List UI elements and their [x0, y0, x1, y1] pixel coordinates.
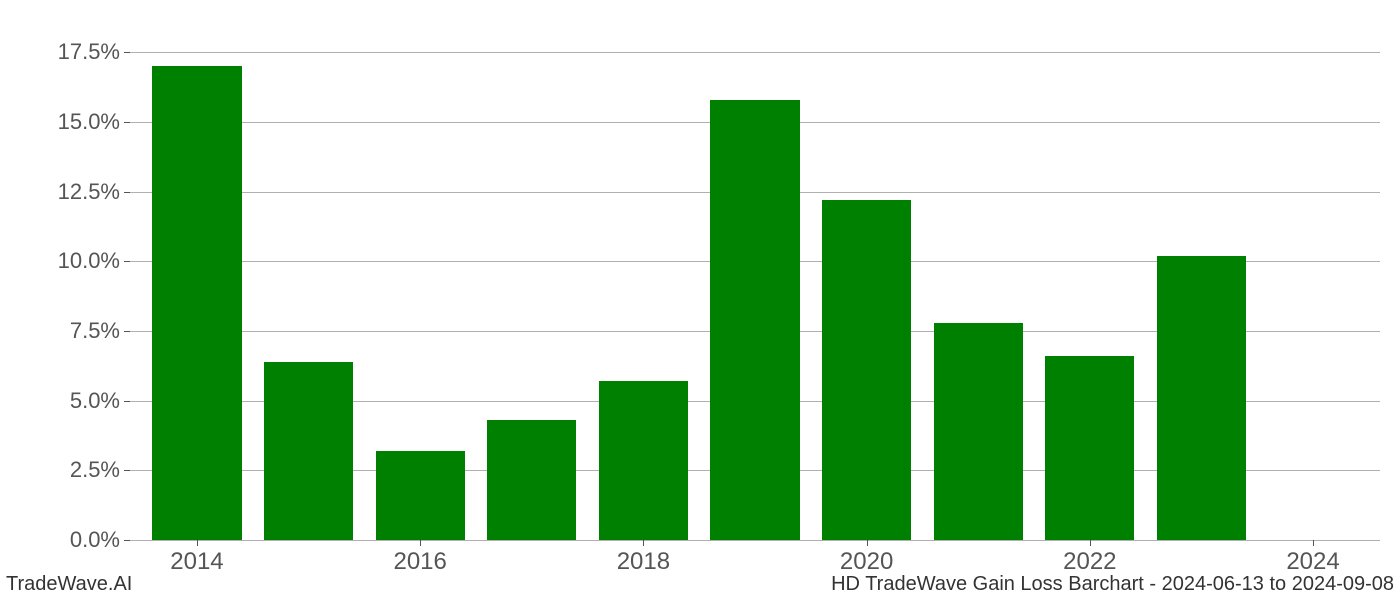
- x-tick-label: 2014: [170, 548, 223, 576]
- bar: [264, 362, 353, 540]
- y-tick-mark: [124, 540, 130, 541]
- plot-area: [130, 30, 1380, 540]
- y-tick-label: 5.0%: [10, 388, 120, 414]
- x-tick-mark: [420, 540, 421, 546]
- y-tick-mark: [124, 192, 130, 193]
- x-tick-mark: [867, 540, 868, 546]
- bar: [376, 451, 465, 540]
- y-tick-label: 12.5%: [10, 179, 120, 205]
- bar: [1045, 356, 1134, 540]
- x-tick-label: 2020: [840, 548, 893, 576]
- y-tick-mark: [124, 261, 130, 262]
- y-tick-mark: [124, 52, 130, 53]
- x-tick-label: 2018: [617, 548, 670, 576]
- footer-left-text: TradeWave.AI: [6, 573, 132, 596]
- x-tick-mark: [1090, 540, 1091, 546]
- bar: [1157, 256, 1246, 540]
- footer-right-text: HD TradeWave Gain Loss Barchart - 2024-0…: [831, 573, 1394, 596]
- bar: [822, 200, 911, 540]
- y-tick-label: 2.5%: [10, 457, 120, 483]
- y-tick-label: 10.0%: [10, 248, 120, 274]
- x-tick-mark: [1313, 540, 1314, 546]
- y-tick-label: 17.5%: [10, 39, 120, 65]
- x-tick-mark: [643, 540, 644, 546]
- x-tick-label: 2024: [1286, 548, 1339, 576]
- x-tick-label: 2016: [393, 548, 446, 576]
- gridline: [130, 52, 1380, 53]
- barchart-container: 0.0% 2.5% 5.0% 7.5% 10.0% 12.5% 15.0% 17.5% 2014…: [0, 0, 1400, 600]
- y-tick-mark: [124, 470, 130, 471]
- bar: [487, 420, 576, 540]
- x-tick-label: 2022: [1063, 548, 1116, 576]
- x-tick-mark: [197, 540, 198, 546]
- y-tick-mark: [124, 401, 130, 402]
- bar: [152, 66, 241, 540]
- y-tick-mark: [124, 122, 130, 123]
- gridline: [130, 540, 1380, 541]
- bar: [934, 323, 1023, 540]
- y-tick-mark: [124, 331, 130, 332]
- bar: [599, 381, 688, 540]
- y-tick-label: 7.5%: [10, 318, 120, 344]
- y-tick-label: 0.0%: [10, 527, 120, 553]
- bar: [710, 100, 799, 540]
- y-tick-label: 15.0%: [10, 109, 120, 135]
